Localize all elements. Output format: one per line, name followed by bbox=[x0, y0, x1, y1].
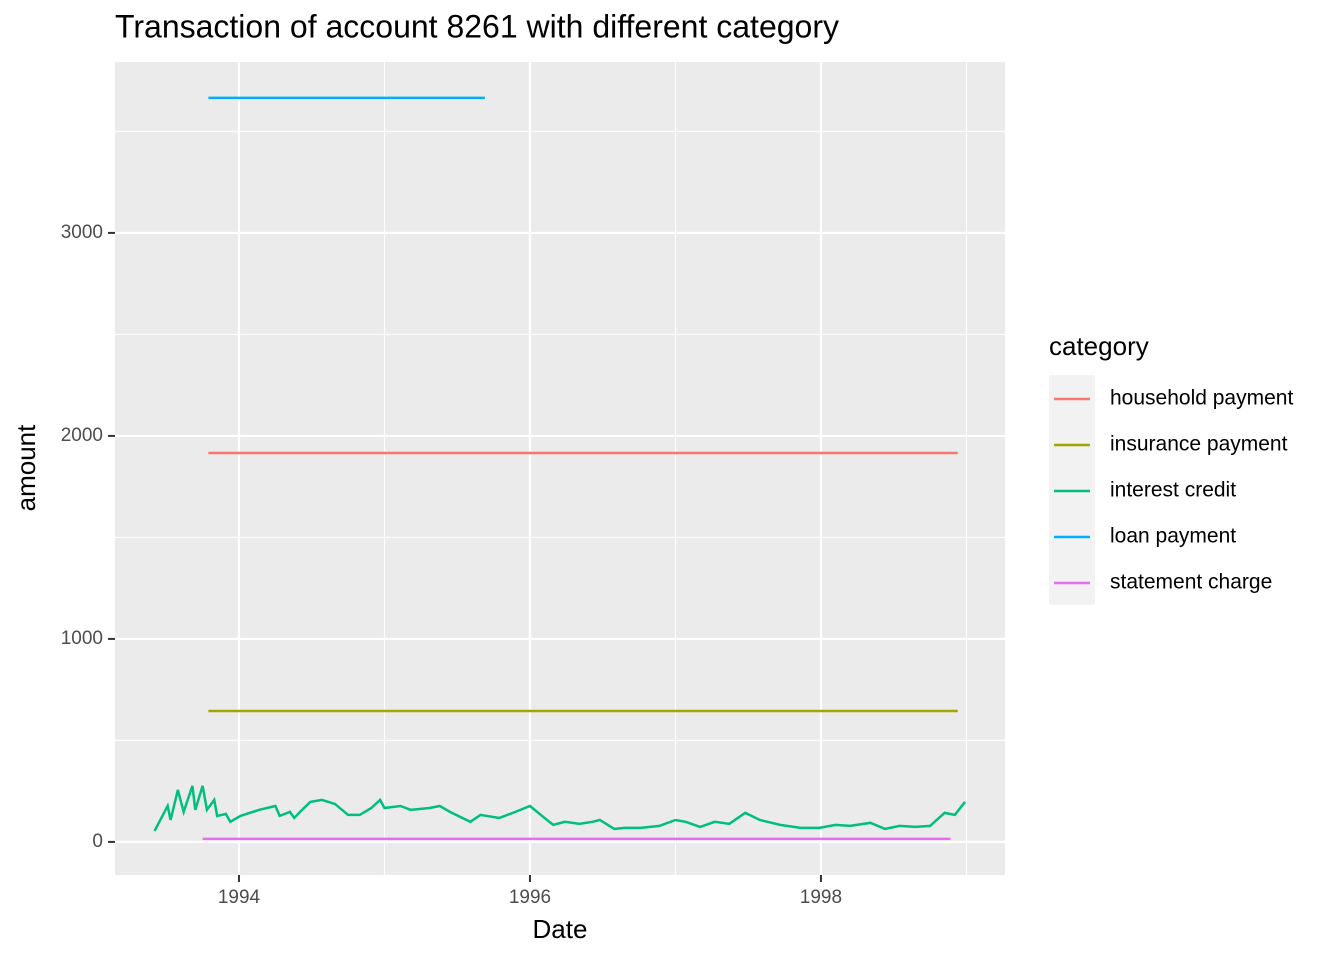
y-tick-label: 3000 bbox=[61, 222, 103, 243]
legend-title: category bbox=[1049, 331, 1149, 361]
y-axis-title: amount bbox=[11, 424, 41, 511]
panel bbox=[115, 62, 1005, 875]
y-tick-label: 2000 bbox=[61, 425, 103, 446]
chart-title: Transaction of account 8261 with differe… bbox=[115, 8, 839, 44]
legend-label: household payment bbox=[1110, 387, 1293, 410]
legend-label: loan payment bbox=[1110, 525, 1236, 548]
y-tick-label: 1000 bbox=[61, 628, 103, 649]
x-tick-label: 1998 bbox=[800, 887, 842, 908]
x-tick-label: 1996 bbox=[509, 887, 551, 908]
series-line bbox=[153, 785, 966, 832]
x-axis-title: Date bbox=[533, 914, 588, 944]
legend-label: interest credit bbox=[1110, 479, 1236, 502]
x-tick-label: 1994 bbox=[218, 887, 261, 908]
legend-label: statement charge bbox=[1110, 571, 1272, 594]
legend-label: insurance payment bbox=[1110, 433, 1288, 456]
y-tick-label: 0 bbox=[92, 831, 103, 852]
